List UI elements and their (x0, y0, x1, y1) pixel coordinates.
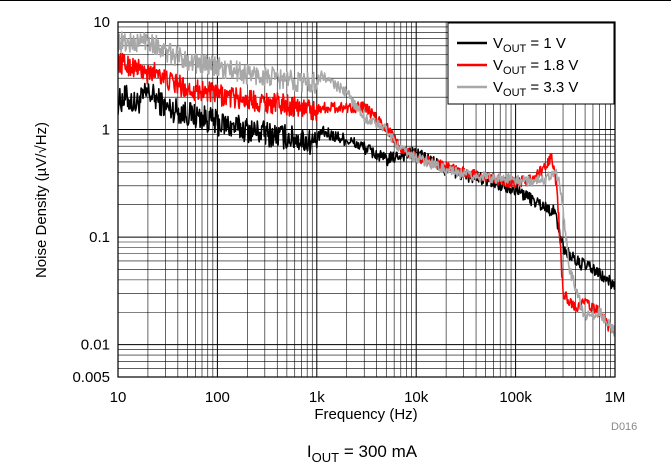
x-tick-labels: 10 100 1k 10k 100k 1M (110, 389, 626, 406)
x-tick-label: 1k (309, 389, 325, 406)
y-tick-label: 10 (93, 14, 110, 31)
legend-entry: VOUT = 1.8 V (493, 57, 578, 77)
legend-entry-base: V (493, 35, 503, 52)
legend-entry-subscript: OUT (503, 65, 527, 77)
x-tick-label: 100k (499, 389, 532, 406)
y-tick-label: 0.1 (89, 229, 110, 246)
caption-rest: = 300 mA (339, 442, 418, 461)
chart-caption: IOUT = 300 mA (307, 442, 418, 465)
legend-entry-base: V (493, 79, 503, 96)
legend-box (447, 22, 615, 105)
y-tick-labels: 10 1 0.1 0.01 0.005 (72, 14, 110, 386)
caption-base: I (307, 442, 312, 461)
series-line (118, 52, 615, 337)
y-axis-title: Noise Density (µV/√Hz) (33, 122, 50, 278)
x-tick-label: 10 (110, 389, 127, 406)
series-group (118, 31, 615, 337)
series-line (118, 31, 615, 337)
x-tick-label: 1M (605, 389, 626, 406)
y-tick-label: 1 (102, 122, 110, 139)
plot-frame (117, 21, 616, 378)
legend-entry-rest: = 3.3 V (526, 79, 578, 96)
legend-entry-rest: = 1.8 V (526, 57, 578, 74)
caption-subscript: OUT (312, 450, 340, 465)
figure-code: D016 (611, 421, 637, 433)
legend-entry: VOUT = 1 V (493, 35, 566, 55)
legend-entry-base: V (493, 57, 503, 74)
legend-entry-subscript: OUT (503, 87, 527, 99)
y-tick-label: 0.005 (72, 369, 110, 386)
x-tick-label: 10k (404, 389, 429, 406)
series-line (118, 82, 615, 290)
legend-entry-rest: = 1 V (526, 35, 566, 52)
legend-entry: VOUT = 3.3 V (493, 79, 578, 99)
legend-entry-subscript: OUT (503, 43, 527, 55)
x-axis-title: Frequency (Hz) (314, 406, 417, 423)
x-tick-label: 100 (205, 389, 230, 406)
top-rule (0, 0, 671, 1)
y-tick-label: 0.01 (81, 337, 110, 354)
